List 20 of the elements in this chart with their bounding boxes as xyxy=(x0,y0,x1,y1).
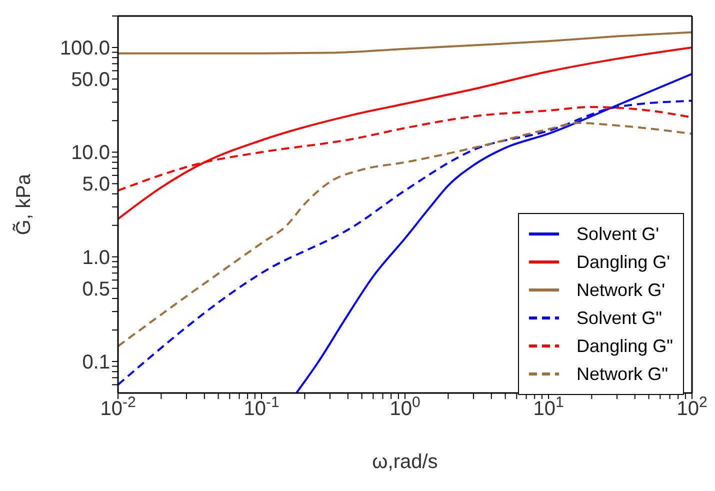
legend-label: Network G' xyxy=(576,280,665,300)
y-tick-label: 5.0 xyxy=(82,174,110,196)
y-tick-label: 1.0 xyxy=(82,246,110,269)
legend-label: Dangling G" xyxy=(576,336,673,356)
x-tick-label: 10$^{2}$ xyxy=(676,394,708,420)
legend-label: Solvent G' xyxy=(576,224,660,244)
y-tick-label: 0.5 xyxy=(82,278,110,300)
x-tick-label: 10$^{0}$ xyxy=(390,394,420,420)
legend-label: Dangling G' xyxy=(576,252,670,272)
y-tick-label: 100.0 xyxy=(60,38,110,60)
x-tick-label: 10$^{-1}$ xyxy=(244,394,280,420)
y-tick-label: 0.1 xyxy=(82,351,110,374)
y-axis-title: G̃, kPa xyxy=(12,173,36,236)
legend-label: Solvent G" xyxy=(576,308,662,328)
x-axis-title: ω,rad/s xyxy=(372,451,438,473)
x-tick-label: 10$^{-2}$ xyxy=(100,394,136,420)
x-tick-label: 10$^{1}$ xyxy=(533,394,564,420)
legend-label: Network G" xyxy=(576,364,668,384)
y-tick-label: 10.0 xyxy=(71,142,110,164)
y-tick-label: 50.0 xyxy=(71,69,110,92)
